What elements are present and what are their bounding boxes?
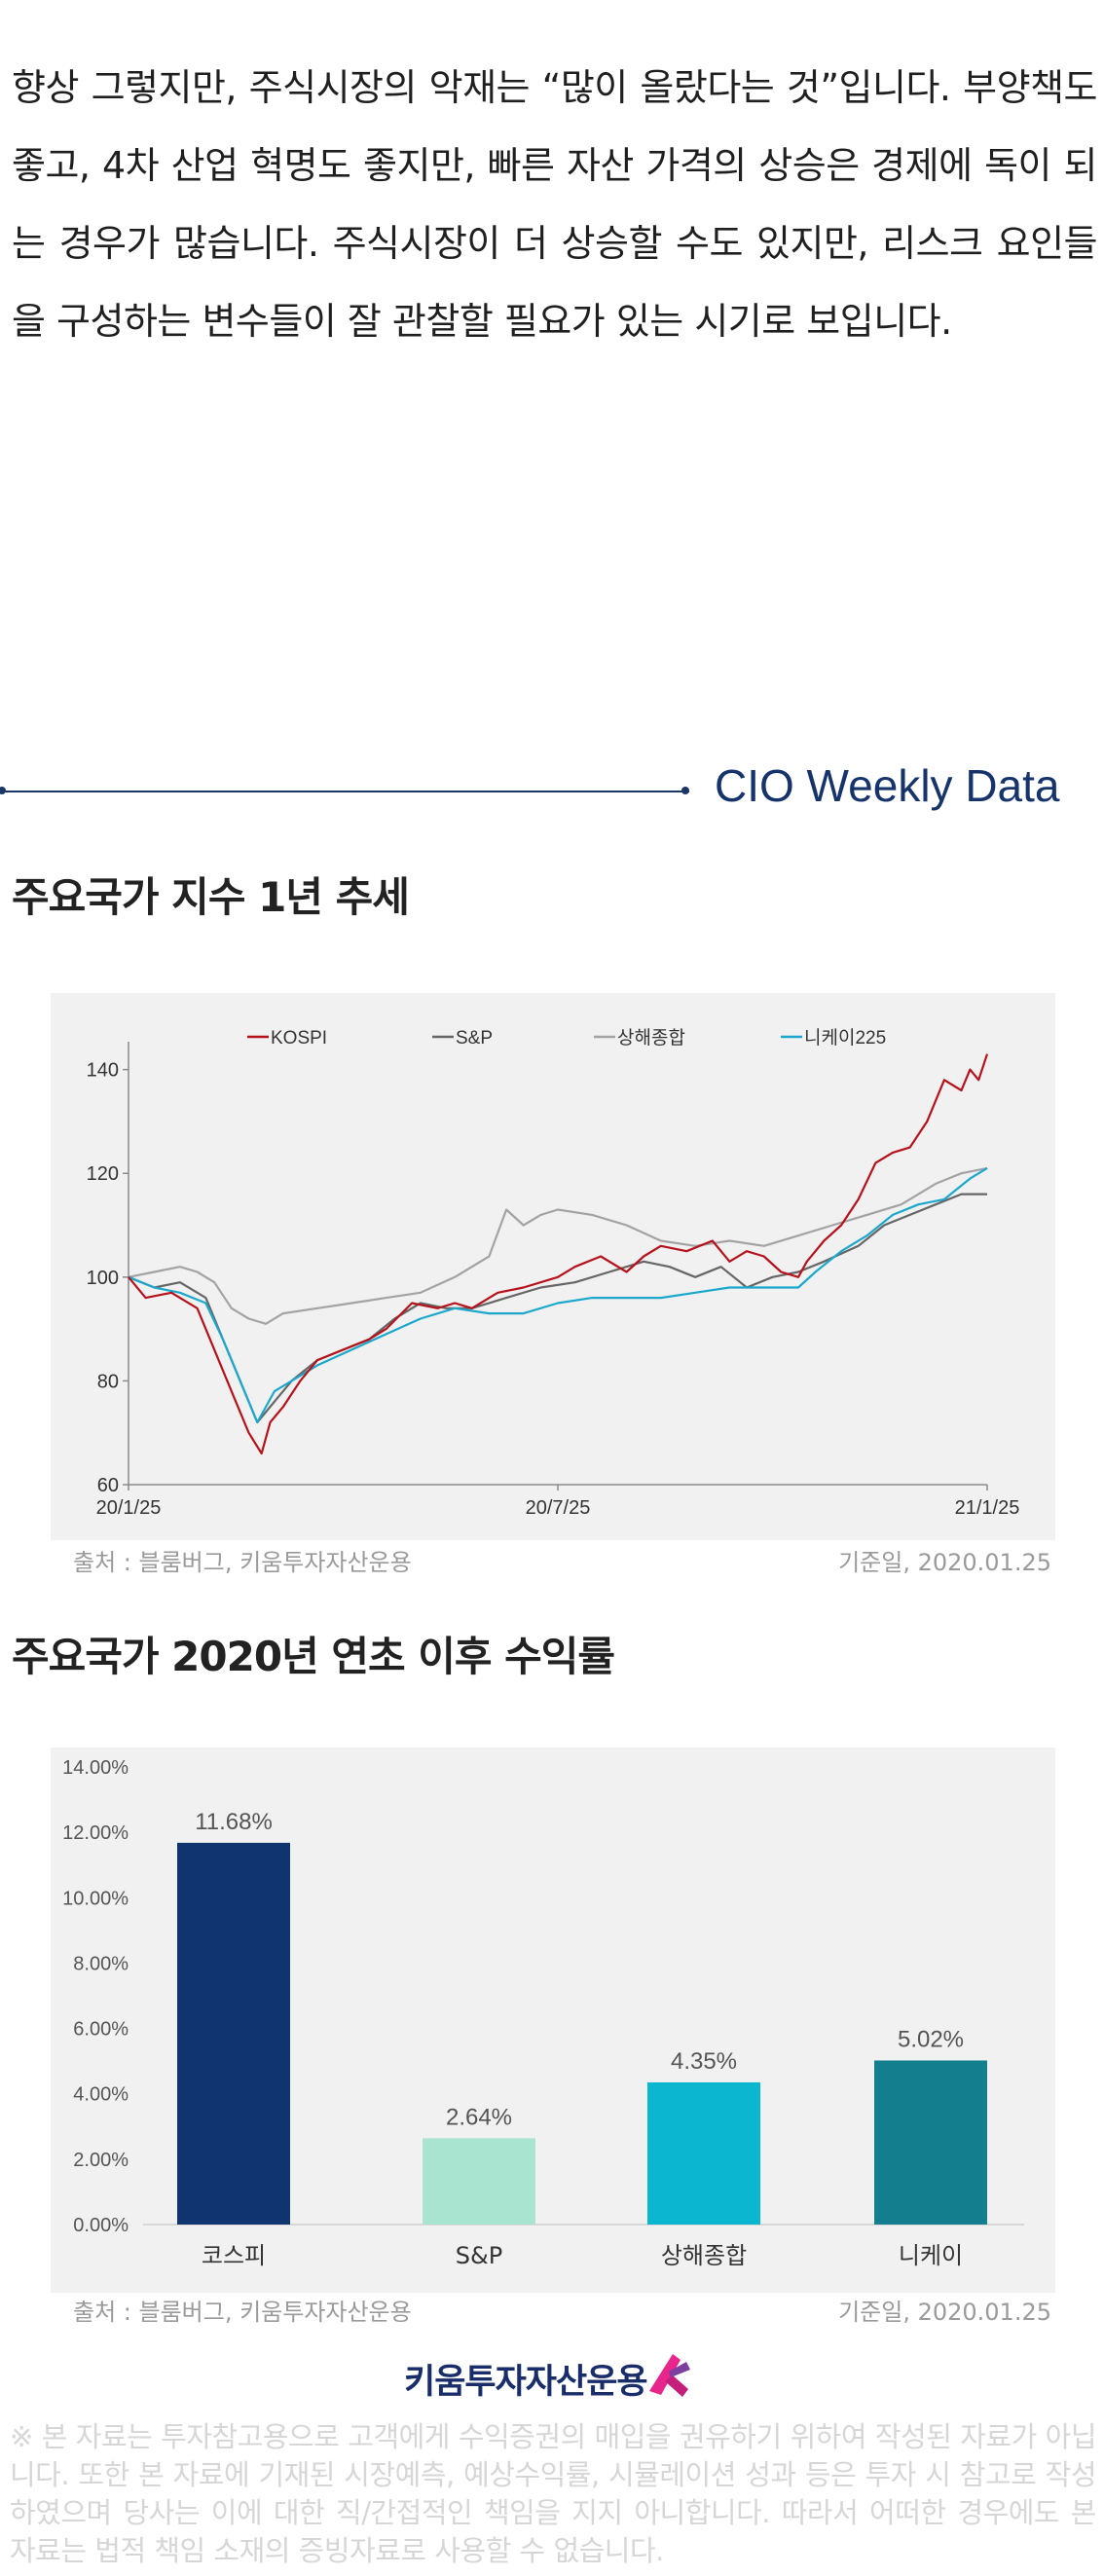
legend-label: S&P <box>456 1028 493 1049</box>
x-tick-label: 21/1/25 <box>955 1497 1020 1519</box>
intro-paragraph: 향상 그렇지만, 주식시장의 악재는 “많이 올랐다는 것”입니다. 부양책도 … <box>12 66 1098 343</box>
category-label: 니케이 <box>899 2242 963 2269</box>
line-chart-panel: 60 80 100 120 140 20/1/25 20/7/25 21/1/25 KOSPI S… <box>51 993 1055 1540</box>
series-line-3 <box>128 1166 988 1325</box>
data-label: 2.64% <box>446 2104 512 2130</box>
x-tick-label: 20/7/25 <box>526 1497 591 1519</box>
bar-1 <box>177 1842 290 2225</box>
section-title: CIO Weekly Data <box>715 760 1060 811</box>
legend-label: 니케이225 <box>804 1027 886 1049</box>
y-tick-label: 12.00% <box>62 1822 129 1844</box>
data-label: 4.35% <box>671 2048 737 2075</box>
divider-dot-right <box>681 787 689 794</box>
y-tick-label: 10.00% <box>62 1888 129 1909</box>
category-label: 코스피 <box>202 2242 266 2269</box>
y-tick-label: 8.00% <box>73 1953 129 1974</box>
series-line-1 <box>128 1053 989 1455</box>
y-tick-label: 4.00% <box>73 2084 129 2106</box>
y-tick-label: 120 <box>87 1163 119 1185</box>
y-tick-label: 60 <box>97 1475 119 1496</box>
logo-mark-icon <box>649 2354 690 2397</box>
chart1-source: 출처 : 블룸버그, 키움투자자산운용 <box>73 1549 412 1576</box>
intro-text: 향상 그렇지만, 주식시장의 악재는 “많이 올랐다는 것”입니다. 부양책도 … <box>12 49 1098 360</box>
y-tick-label: 100 <box>87 1268 119 1289</box>
y-tick-label: 80 <box>97 1371 119 1392</box>
y-tick-label: 0.00% <box>73 2215 129 2236</box>
category-label: 상해종합 <box>661 2242 747 2269</box>
section-divider <box>0 791 689 792</box>
y-tick-label: 6.00% <box>73 2019 129 2041</box>
category-label: S&P <box>456 2242 502 2269</box>
data-label: 11.68% <box>195 1809 273 1835</box>
disclaimer: ※ 본 자료는 투자참고용으로 고객에게 수익증권의 매입을 권유하기 위하여 … <box>10 2418 1097 2570</box>
chart2-base-date: 기준일, 2020.01.25 <box>838 2299 1051 2326</box>
y-tick-label: 2.00% <box>73 2150 129 2171</box>
chart2-heading: 주요국가 2020년 연초 이후 수익률 <box>12 1633 615 1680</box>
disclaimer-text: ※ 본 자료는 투자참고용으로 고객에게 수익증권의 매입을 권유하기 위하여 … <box>10 2420 1097 2567</box>
x-tick-label: 20/1/25 <box>96 1497 162 1519</box>
chart1-base-date: 기준일, 2020.01.25 <box>838 1549 1051 1576</box>
bar-4 <box>874 2060 987 2225</box>
series-line-4 <box>128 1166 988 1424</box>
logo-text: 키움투자자산운용 <box>404 2363 648 2402</box>
line-chart: 60 80 100 120 140 20/1/25 20/7/25 21/1/25 KOSPI S… <box>87 1027 1020 1519</box>
y-tick-label: 140 <box>87 1060 119 1082</box>
chart2-source: 출처 : 블룸버그, 키움투자자산운용 <box>73 2299 412 2326</box>
bar-chart-panel: 0.00% 2.00% 4.00% 6.00% 8.00% 10.00% 12.00% 14.… <box>51 1748 1055 2293</box>
bar-2 <box>423 2138 535 2225</box>
chart1-heading: 주요국가 지수 1년 추세 <box>12 873 410 921</box>
series-line-2 <box>128 1193 987 1424</box>
bar-chart: 0.00% 2.00% 4.00% 6.00% 8.00% 10.00% 12.00% 14.… <box>62 1757 1024 2269</box>
company-logo: 키움투자자산운용 <box>404 2346 696 2405</box>
legend-label: 상해종합 <box>617 1027 685 1049</box>
legend-label: KOSPI <box>271 1028 327 1049</box>
bar-3 <box>647 2081 760 2225</box>
data-label: 5.02% <box>898 2026 964 2052</box>
y-tick-label: 14.00% <box>62 1757 129 1779</box>
